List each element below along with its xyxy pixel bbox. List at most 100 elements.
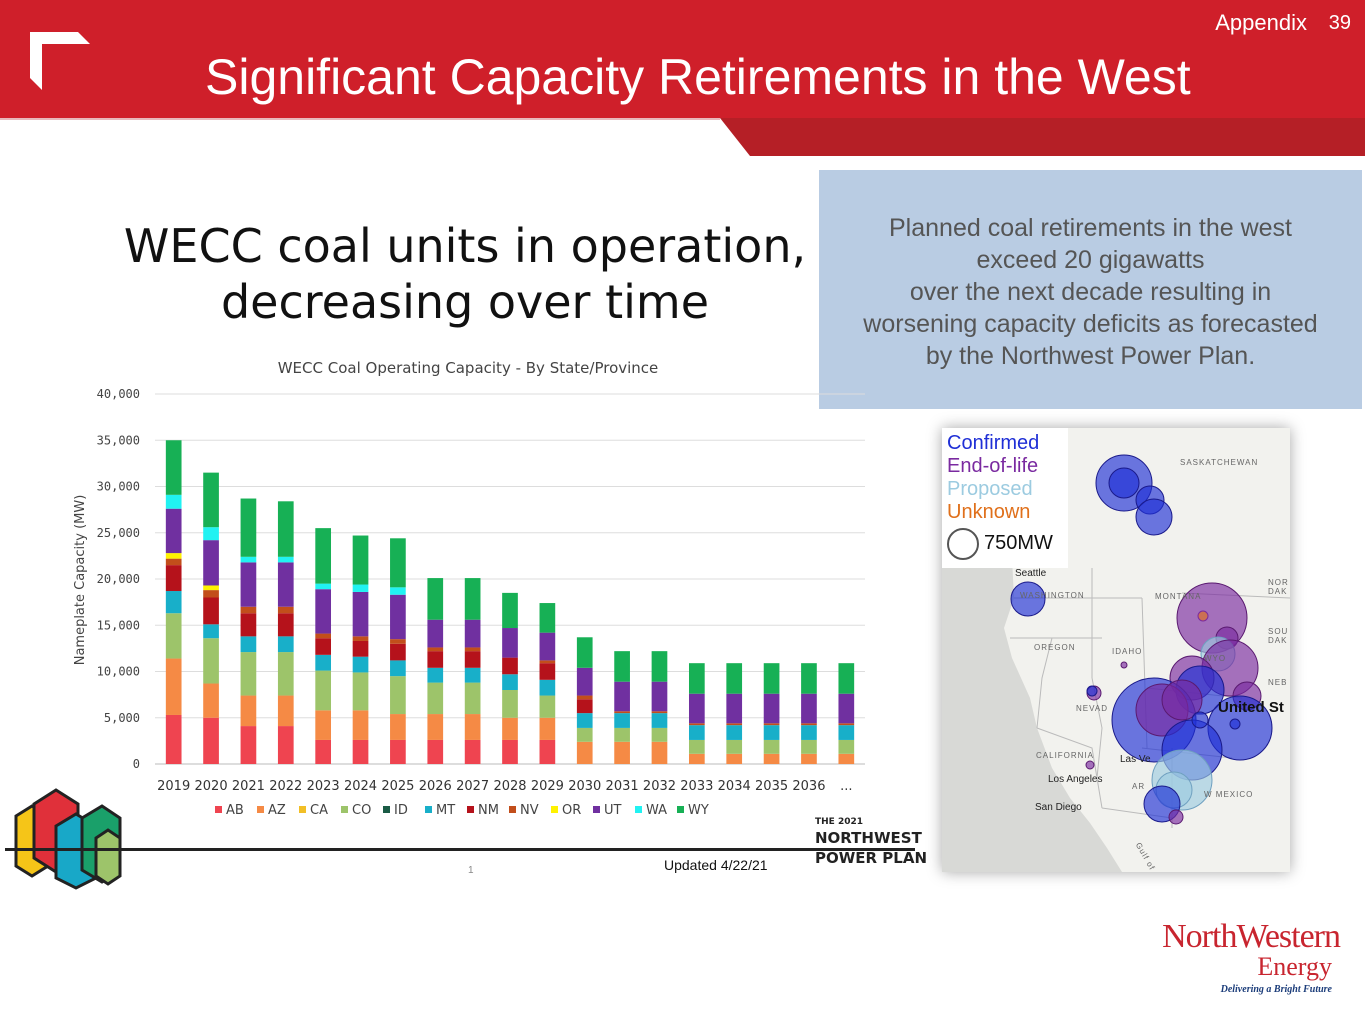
x-tick-label: 2026	[419, 779, 452, 794]
map-label-los-angeles: Los Angeles	[1048, 774, 1103, 785]
bar-segment-mt	[502, 674, 518, 690]
bar-segment-wa	[277, 556, 294, 563]
map-label-california: CALIFORNIA	[1036, 751, 1095, 760]
corner-bracket-icon	[30, 32, 90, 90]
legend-entry: CO	[352, 803, 371, 818]
header-shadow	[0, 118, 720, 120]
callout-text: Planned coal retirements in the west exc…	[839, 212, 1342, 372]
bar-segment-nv	[576, 695, 593, 700]
confirmed-circle	[1010, 581, 1046, 617]
bar-segment-ut	[203, 540, 219, 586]
legend-scale-label: 750MW	[984, 532, 1053, 554]
map-label-north-dakota-2: DAK	[1268, 587, 1288, 596]
x-tick-label: 2025	[381, 779, 414, 794]
bar-segment-nm	[277, 613, 294, 637]
section-label: Appendix	[1215, 10, 1307, 35]
pacific-ocean	[942, 558, 1122, 872]
bar-segment-ab	[464, 739, 481, 764]
bar-segment-mt	[240, 636, 257, 653]
x-tick-label: 2020	[195, 779, 228, 794]
x-tick-label: 2033	[680, 779, 713, 794]
footnote-number: 1	[468, 865, 474, 876]
bar-segment-co	[315, 670, 332, 711]
bar-segment-mt	[726, 725, 743, 740]
y-tick-label: 40,000	[97, 387, 140, 401]
legend-scale-circle-icon	[947, 528, 979, 560]
bar-segment-nm	[390, 643, 406, 661]
bar-segment-nv	[352, 636, 369, 641]
confirmed-circle	[1108, 467, 1140, 499]
callout-line: worsening capacity deficits as forecaste…	[863, 310, 1318, 338]
bar-segment-nv	[539, 660, 556, 664]
legend-swatch	[425, 806, 432, 813]
bar-segment-mt	[464, 667, 481, 683]
bar-segment-ut	[838, 693, 855, 724]
y-tick-label: 25,000	[97, 526, 140, 540]
bar-segment-ut	[240, 562, 257, 607]
x-tick-label: 2030	[568, 779, 601, 794]
confirmed-circle	[1191, 711, 1209, 729]
bar-segment-az	[352, 710, 369, 740]
bar-segment-wy	[464, 578, 481, 620]
bar-segment-nv	[614, 711, 630, 714]
legend-entry: WY	[688, 803, 709, 818]
bar-segment-ab	[240, 726, 257, 764]
bar-segment-mt	[539, 679, 556, 696]
legend-swatch	[257, 806, 264, 813]
bar-segment-co	[651, 727, 668, 742]
map-label-north-dakota-1: NOR	[1268, 578, 1289, 587]
bar-segment-az	[614, 741, 630, 764]
bar-segment-wy	[315, 528, 332, 584]
y-axis-label: Nameplate Capacity (MW)	[73, 495, 88, 666]
legend-swatch	[551, 806, 558, 813]
y-tick-label: 10,000	[97, 665, 140, 679]
y-tick-label: 30,000	[97, 480, 140, 494]
bar-segment-ut	[651, 681, 668, 712]
map-label-nevada: NEVAD	[1076, 704, 1108, 713]
bar-segment-az	[203, 683, 219, 718]
bar-segment-mt	[763, 725, 780, 740]
bar-segment-wy	[165, 440, 182, 495]
x-tick-label: 2023	[307, 779, 340, 794]
bar-segment-ut	[688, 693, 705, 724]
bar-segment-az	[838, 753, 855, 764]
coal-capacity-chart: WECC Coal Operating Capacity - By State/…	[73, 359, 865, 818]
page-number: 39	[1328, 12, 1351, 34]
legend-swatch	[341, 806, 348, 813]
bar-segment-mt	[801, 725, 817, 740]
northwestern-energy-logo: NorthWestern Energy Delivering a Bright …	[1130, 920, 1341, 996]
bar-segment-nm	[315, 638, 332, 655]
bar-segment-wy	[539, 603, 556, 633]
legend-swatch	[677, 806, 684, 813]
bar-segment-co	[614, 727, 630, 742]
chart-legend: AB AZ CA CO ID MT NM NV OR UT WA WY	[215, 803, 709, 818]
legend-proposed: Proposed	[947, 478, 1033, 500]
bar-segment-mt	[838, 725, 855, 740]
bar-segment-wy	[240, 498, 257, 557]
bar-segment-nm	[352, 640, 369, 657]
legend-swatch	[383, 806, 390, 813]
legend-swatch	[299, 806, 306, 813]
map-label-seattle: Seattle	[1015, 568, 1047, 579]
x-tick-label: ...	[840, 779, 852, 794]
chart-heading-line2: decreasing over time	[220, 275, 710, 329]
bar-segment-ab	[203, 717, 219, 764]
end-of-life-circle	[1168, 809, 1184, 825]
bar-segment-co	[763, 739, 780, 754]
legend-unknown: Unknown	[947, 501, 1031, 523]
bar-segment-mt	[203, 624, 219, 639]
bar-segment-wy	[502, 592, 518, 629]
power-plan-line3: POWER PLAN	[815, 849, 928, 867]
map-label-new-mexico: W MEXICO	[1204, 790, 1254, 799]
legend-swatch	[509, 806, 516, 813]
bar-segment-wy	[763, 663, 780, 694]
bar-segment-co	[165, 613, 182, 659]
legend-swatch	[593, 806, 600, 813]
power-plan-logo: THE 2021 NORTHWEST POWER PLAN	[815, 816, 927, 868]
bar-segment-wa	[165, 494, 182, 509]
end-of-life-circle	[1161, 679, 1203, 721]
bar-segment-ut	[464, 619, 481, 648]
x-axis: 2019 2020 2021 2022 2023 2024 2025 2026 2027 2028…	[157, 779, 852, 794]
footer-rule	[5, 848, 915, 851]
x-tick-label: 2028	[493, 779, 526, 794]
